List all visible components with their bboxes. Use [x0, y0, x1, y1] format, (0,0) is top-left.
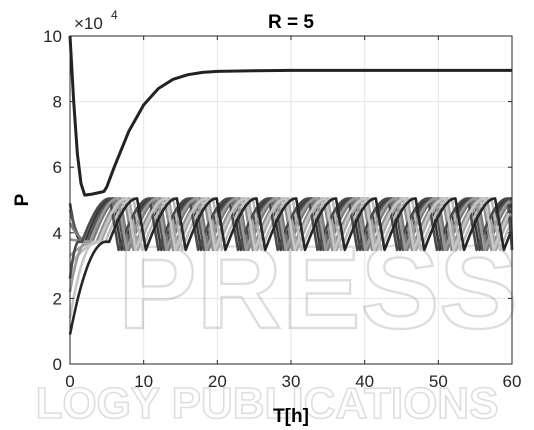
- x-axis-label: T[h]: [273, 406, 309, 427]
- series-oscillating: [68, 197, 512, 335]
- x-tick-label: 60: [503, 372, 522, 391]
- x-tick-label: 10: [134, 372, 153, 391]
- y-exponent-base: ×10: [74, 14, 103, 33]
- x-tick-label: 40: [355, 372, 374, 391]
- y-tick-label: 0: [53, 355, 62, 374]
- tick-marks: [69, 35, 513, 365]
- watermark: PRESS LOGY PUBLICATIONS: [35, 221, 519, 429]
- x-tick-label: 30: [282, 372, 301, 391]
- series-oscillating: [68, 197, 514, 279]
- x-tick-label: 20: [208, 372, 227, 391]
- watermark-publications: LOGY PUBLICATIONS: [36, 379, 499, 428]
- y-tick-label: 2: [53, 289, 62, 308]
- y-tick-label: 10: [43, 27, 62, 46]
- series-oscillating: [68, 197, 511, 293]
- y-exponent-power: 4: [111, 8, 118, 22]
- y-tick-label: 6: [53, 158, 62, 177]
- series-layer: [68, 35, 514, 335]
- chart-title: R = 5: [268, 12, 314, 33]
- y-axis-label: P: [12, 193, 33, 206]
- y-tick-label: 8: [53, 93, 62, 112]
- series-oscillating: [68, 197, 511, 319]
- series-stable: [68, 35, 512, 197]
- y-tick-label: 4: [53, 224, 62, 243]
- tick-labels: 0 10 20 30 40 50 60 0 2 4 6 8 10: [43, 27, 521, 391]
- x-tick-label: 0: [65, 372, 74, 391]
- x-tick-label: 50: [429, 372, 448, 391]
